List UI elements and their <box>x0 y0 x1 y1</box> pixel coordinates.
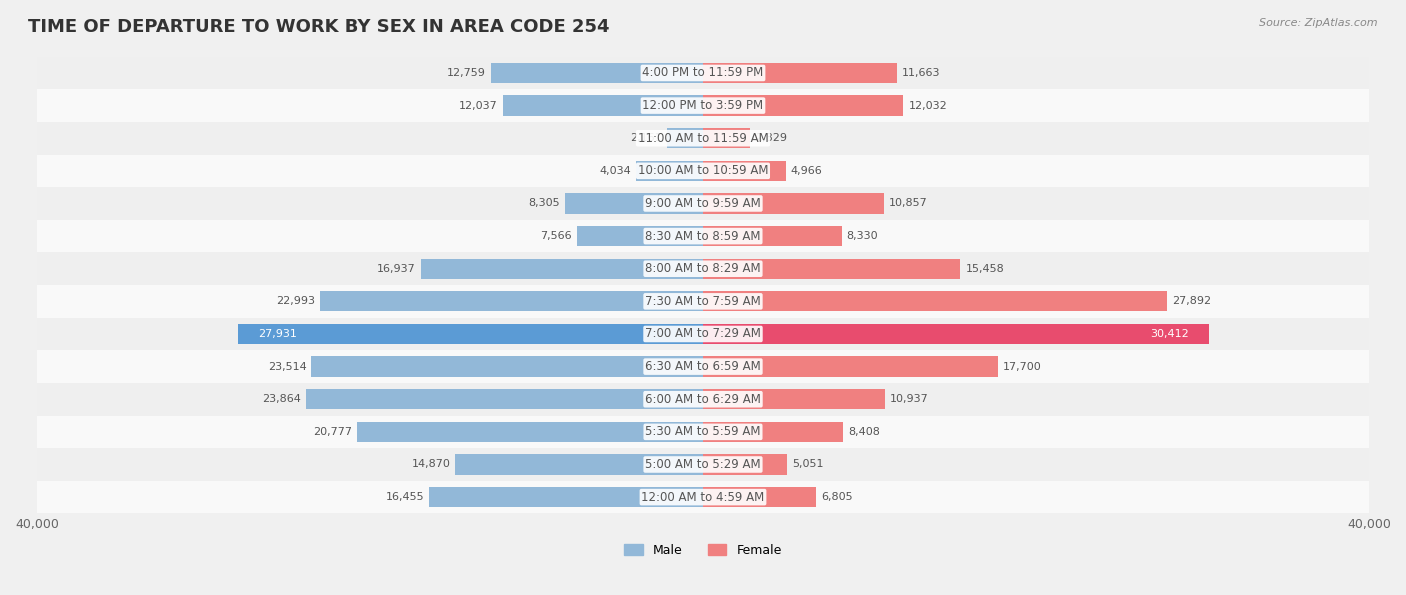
Bar <box>703 161 786 181</box>
Bar <box>703 291 1167 311</box>
Bar <box>37 383 1369 415</box>
Text: 4:00 PM to 11:59 PM: 4:00 PM to 11:59 PM <box>643 67 763 80</box>
Text: 10,857: 10,857 <box>889 199 928 208</box>
Bar <box>636 161 703 181</box>
Text: 27,892: 27,892 <box>1173 296 1212 306</box>
Text: 8:00 AM to 8:29 AM: 8:00 AM to 8:29 AM <box>645 262 761 275</box>
Bar <box>703 324 1209 344</box>
Bar <box>357 422 703 442</box>
Text: 2,829: 2,829 <box>755 133 787 143</box>
Text: 8,408: 8,408 <box>848 427 880 437</box>
Text: TIME OF DEPARTURE TO WORK BY SEX IN AREA CODE 254: TIME OF DEPARTURE TO WORK BY SEX IN AREA… <box>28 18 610 36</box>
Bar <box>429 487 703 507</box>
Text: 16,455: 16,455 <box>385 492 425 502</box>
Bar <box>703 455 787 475</box>
Bar <box>37 285 1369 318</box>
Text: 8,305: 8,305 <box>529 199 560 208</box>
Text: 6:00 AM to 6:29 AM: 6:00 AM to 6:29 AM <box>645 393 761 406</box>
Bar <box>321 291 703 311</box>
Bar <box>576 226 703 246</box>
Bar <box>312 356 703 377</box>
Bar <box>37 481 1369 513</box>
Text: 7:30 AM to 7:59 AM: 7:30 AM to 7:59 AM <box>645 295 761 308</box>
Bar <box>37 318 1369 350</box>
Text: 7,566: 7,566 <box>540 231 572 241</box>
Legend: Male, Female: Male, Female <box>619 539 787 562</box>
Bar <box>37 57 1369 89</box>
Text: 20,777: 20,777 <box>314 427 352 437</box>
Text: 5,051: 5,051 <box>792 459 824 469</box>
Text: 10:00 AM to 10:59 AM: 10:00 AM to 10:59 AM <box>638 164 768 177</box>
Text: 4,966: 4,966 <box>790 166 823 176</box>
Text: 11,663: 11,663 <box>903 68 941 78</box>
Text: 27,931: 27,931 <box>257 329 297 339</box>
Text: 15,458: 15,458 <box>966 264 1004 274</box>
Bar <box>703 487 817 507</box>
Text: 8:30 AM to 8:59 AM: 8:30 AM to 8:59 AM <box>645 230 761 243</box>
Text: 10,937: 10,937 <box>890 394 929 404</box>
Text: 12,759: 12,759 <box>447 68 485 78</box>
Text: 17,700: 17,700 <box>1002 362 1042 372</box>
Text: 11:00 AM to 11:59 AM: 11:00 AM to 11:59 AM <box>638 131 768 145</box>
Bar <box>420 259 703 279</box>
Bar <box>305 389 703 409</box>
Bar <box>703 128 751 148</box>
Text: 12,037: 12,037 <box>458 101 498 111</box>
Text: 6:30 AM to 6:59 AM: 6:30 AM to 6:59 AM <box>645 360 761 373</box>
Bar <box>703 422 844 442</box>
Bar <box>37 89 1369 122</box>
Bar <box>565 193 703 214</box>
Bar <box>37 252 1369 285</box>
Text: Source: ZipAtlas.com: Source: ZipAtlas.com <box>1260 18 1378 28</box>
Text: 5:30 AM to 5:59 AM: 5:30 AM to 5:59 AM <box>645 425 761 439</box>
Bar <box>37 448 1369 481</box>
Text: 14,870: 14,870 <box>412 459 450 469</box>
Text: 5:00 AM to 5:29 AM: 5:00 AM to 5:29 AM <box>645 458 761 471</box>
Bar <box>703 226 842 246</box>
Text: 4,034: 4,034 <box>599 166 631 176</box>
Bar <box>703 259 960 279</box>
Text: 22,993: 22,993 <box>276 296 315 306</box>
Bar <box>37 220 1369 252</box>
Text: 12:00 AM to 4:59 AM: 12:00 AM to 4:59 AM <box>641 491 765 503</box>
Bar <box>456 455 703 475</box>
Text: 7:00 AM to 7:29 AM: 7:00 AM to 7:29 AM <box>645 327 761 340</box>
Text: 8,330: 8,330 <box>846 231 879 241</box>
Text: 30,412: 30,412 <box>1150 329 1189 339</box>
Bar <box>37 155 1369 187</box>
Bar <box>238 324 703 344</box>
Bar <box>703 63 897 83</box>
Text: 23,514: 23,514 <box>267 362 307 372</box>
Bar <box>37 350 1369 383</box>
Text: 16,937: 16,937 <box>377 264 416 274</box>
Text: 9:00 AM to 9:59 AM: 9:00 AM to 9:59 AM <box>645 197 761 210</box>
Bar <box>703 95 903 115</box>
Bar <box>37 122 1369 155</box>
Bar <box>491 63 703 83</box>
Bar <box>666 128 703 148</box>
Text: 12,032: 12,032 <box>908 101 948 111</box>
Bar <box>502 95 703 115</box>
Bar <box>37 415 1369 448</box>
Text: 12:00 PM to 3:59 PM: 12:00 PM to 3:59 PM <box>643 99 763 112</box>
Text: 2,161: 2,161 <box>630 133 662 143</box>
Bar <box>703 193 884 214</box>
Text: 6,805: 6,805 <box>821 492 853 502</box>
Bar <box>37 187 1369 220</box>
Bar <box>703 356 998 377</box>
Bar <box>703 389 886 409</box>
Text: 23,864: 23,864 <box>262 394 301 404</box>
